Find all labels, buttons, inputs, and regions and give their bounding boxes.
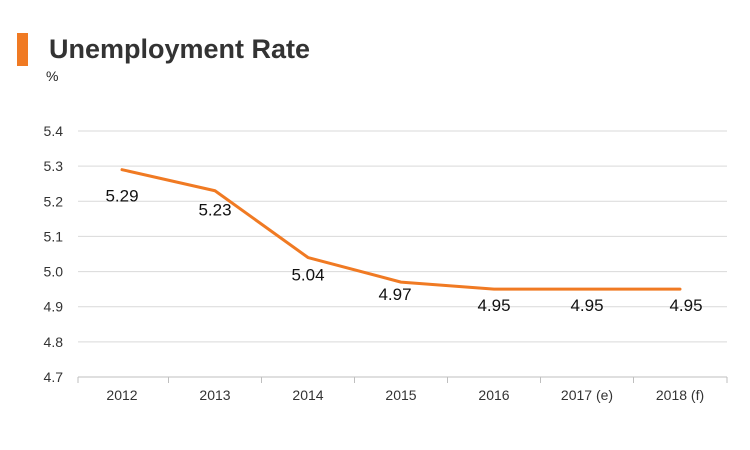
data-label: 4.95 <box>570 296 603 315</box>
y-tick-label: 4.9 <box>44 299 64 315</box>
data-label: 5.23 <box>198 201 231 220</box>
x-tick-label: 2017 (e) <box>561 387 613 403</box>
x-axis-ticks <box>77 377 728 383</box>
series-line <box>120 168 682 291</box>
gridlines <box>78 130 727 343</box>
x-axis-tick-labels: 2012 2013 2014 2015 2016 2017 (e) 2018 (f) <box>106 387 704 403</box>
chart-title: Unemployment Rate <box>49 34 311 64</box>
x-tick-label: 2014 <box>292 387 323 403</box>
data-labels: 5.29 5.23 5.04 4.97 4.95 4.95 4.95 <box>105 187 702 315</box>
y-axis-unit: % <box>46 68 59 84</box>
data-label: 4.97 <box>378 285 411 304</box>
y-tick-label: 5.0 <box>44 264 64 280</box>
title-accent-bar <box>17 33 28 66</box>
data-label: 4.95 <box>669 296 702 315</box>
y-tick-label: 5.4 <box>44 123 64 139</box>
y-tick-label: 5.1 <box>44 228 64 244</box>
y-tick-label: 4.8 <box>44 334 64 350</box>
y-tick-label: 5.2 <box>44 193 64 209</box>
y-tick-label: 5.3 <box>44 158 64 174</box>
data-label: 5.04 <box>291 266 324 285</box>
x-tick-label: 2018 (f) <box>656 387 704 403</box>
x-tick-label: 2015 <box>385 387 416 403</box>
x-tick-label: 2013 <box>199 387 230 403</box>
x-tick-label: 2012 <box>106 387 137 403</box>
y-tick-label: 4.7 <box>44 369 64 385</box>
y-axis-ticks: 4.7 4.8 4.9 5.0 5.1 5.2 5.3 5.4 <box>44 123 64 385</box>
data-label: 5.29 <box>105 187 138 206</box>
data-label: 4.95 <box>477 296 510 315</box>
x-tick-label: 2016 <box>478 387 509 403</box>
